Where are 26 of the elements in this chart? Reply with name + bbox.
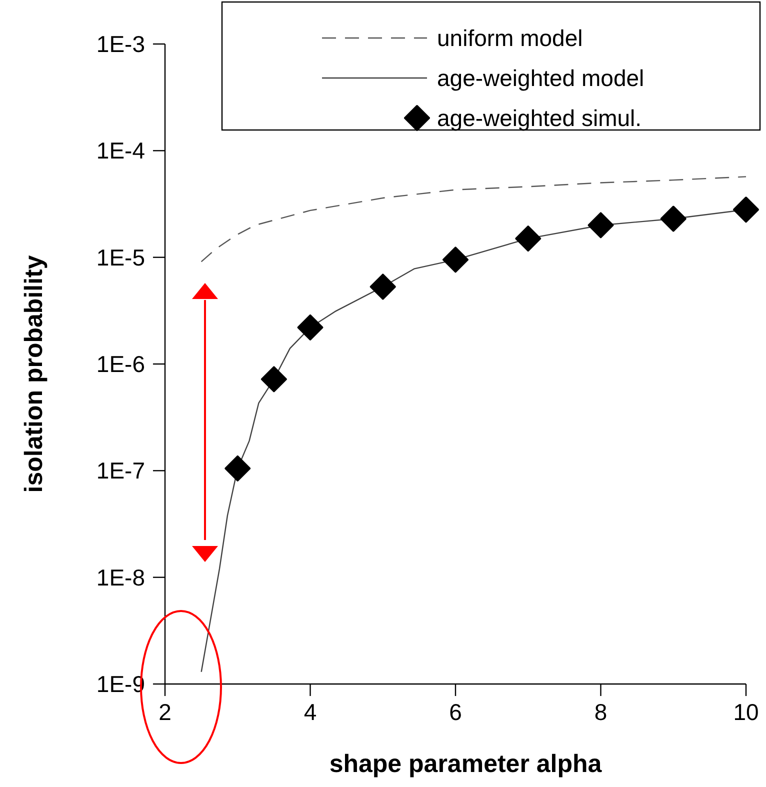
x-tick-label: 4 — [304, 699, 317, 725]
point — [733, 196, 759, 223]
y-tick-label: 1E-4 — [96, 138, 146, 164]
line-series — [200, 176, 747, 262]
y-tick-label: 1E-5 — [96, 244, 145, 270]
point — [515, 226, 542, 252]
x-tick-label: 2 — [158, 699, 172, 725]
point — [260, 366, 287, 392]
point — [224, 455, 251, 482]
point — [442, 246, 468, 273]
y-tick-label: 1E-3 — [96, 31, 145, 58]
y-tick-label: 1E-7 — [96, 458, 145, 484]
point — [370, 274, 396, 300]
point — [660, 206, 686, 232]
x-tick-label: 6 — [449, 699, 462, 725]
y-tick-label: 1E-8 — [96, 564, 145, 590]
point — [588, 212, 614, 238]
legend-label: age-weighted model — [437, 65, 644, 92]
x-axis-title: shape parameter alpha — [329, 750, 603, 778]
legend-label: age-weighted simul. — [437, 105, 642, 132]
x-tick-label: 10 — [733, 699, 759, 725]
y-axis-title: isolation probability — [20, 255, 48, 493]
y-tick-label: 1E-6 — [96, 351, 145, 378]
point — [297, 314, 324, 340]
x-tick-label: 8 — [594, 699, 608, 725]
legend-label: uniform model — [437, 25, 583, 52]
